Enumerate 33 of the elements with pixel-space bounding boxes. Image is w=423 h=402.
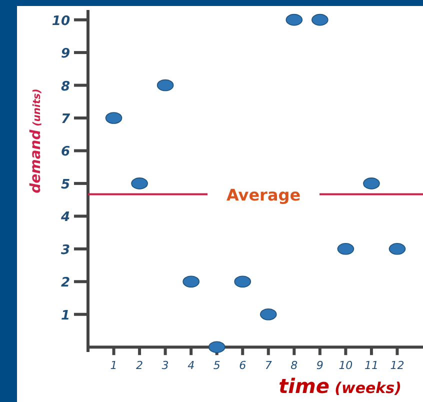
point xyxy=(260,308,277,320)
x-axis-title: time (weeks) xyxy=(278,374,402,398)
y-tick-label: 1 xyxy=(60,308,70,324)
y-tick-label: 9 xyxy=(60,46,70,62)
x-tick-label: 9 xyxy=(316,359,324,372)
x-tick-label: 3 xyxy=(162,359,169,372)
point xyxy=(363,178,380,190)
point xyxy=(234,276,252,288)
point xyxy=(131,178,148,190)
y-tick-label: 6 xyxy=(60,144,70,160)
point xyxy=(286,14,303,26)
y-tick-label: 10 xyxy=(52,14,70,29)
ref-line-label: Average xyxy=(226,185,301,204)
y-tick-label: 8 xyxy=(60,79,70,94)
y-tick-label: 4 xyxy=(60,210,70,226)
x-tick-label: 10 xyxy=(338,359,353,372)
x-tick-label: 1 xyxy=(110,359,118,372)
point xyxy=(312,14,328,26)
y-tick-label: 7 xyxy=(60,112,71,127)
x-tick-label: 2 xyxy=(136,359,144,372)
x-tick-label: 6 xyxy=(239,359,246,372)
x-tick-label: 5 xyxy=(213,359,220,372)
point xyxy=(156,79,174,92)
x-tick-label: 4 xyxy=(188,359,195,372)
y-tick-label: 2 xyxy=(60,276,70,291)
y-tick-label: 5 xyxy=(60,177,70,192)
point xyxy=(182,276,200,288)
x-tick-label: 11 xyxy=(364,359,378,372)
x-tick-label: 8 xyxy=(290,359,298,372)
x-tick-label: 12 xyxy=(390,359,404,372)
y-axis-title: demand (units) xyxy=(28,88,44,194)
y-tick-label: 3 xyxy=(60,242,70,258)
x-tick-label: 7 xyxy=(264,359,272,372)
